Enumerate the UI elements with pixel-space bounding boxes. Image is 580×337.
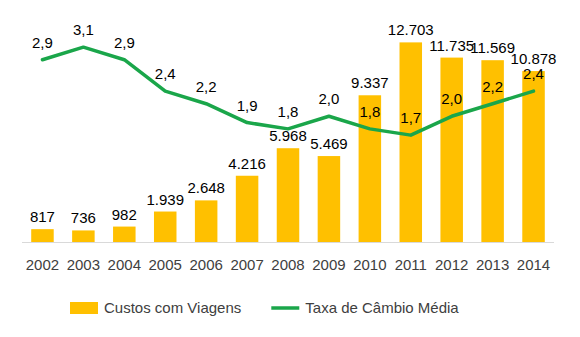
bar — [400, 42, 423, 242]
bar-label: 12.703 — [388, 21, 434, 38]
x-tick-label: 2002 — [26, 256, 59, 273]
marks — [31, 42, 545, 242]
x-tick-label: 2006 — [189, 256, 222, 273]
legend-swatch — [271, 306, 299, 310]
bar — [440, 58, 463, 242]
line-label: 1,7 — [400, 109, 421, 126]
x-tick-label: 2010 — [353, 256, 386, 273]
x-tick-label: 2012 — [435, 256, 468, 273]
bar-label: 5.469 — [310, 135, 348, 152]
line-label: 2,0 — [318, 90, 339, 107]
bar-label: 982 — [112, 206, 137, 223]
line-label: 2,0 — [441, 90, 462, 107]
line — [42, 47, 533, 135]
bar — [72, 230, 95, 242]
legend-label: Taxa de Câmbio Média — [305, 299, 459, 316]
line-label: 1,8 — [359, 103, 380, 120]
bar — [359, 95, 382, 242]
bar — [522, 71, 545, 242]
x-tick-label: 2007 — [230, 256, 263, 273]
line-label: 1,8 — [278, 103, 299, 120]
x-axis — [22, 242, 554, 243]
bar-label: 817 — [30, 208, 55, 225]
legend-swatch — [70, 302, 98, 314]
x-tick-label: 2011 — [395, 256, 427, 273]
x-tick-label: 2014 — [517, 256, 550, 273]
x-tick-label: 2008 — [271, 256, 304, 273]
line-label: 3,1 — [73, 21, 94, 38]
x-tick-label: 2009 — [312, 256, 345, 273]
bar — [318, 156, 341, 242]
legend-label: Custos com Viagens — [104, 299, 241, 316]
bar — [195, 200, 218, 242]
bar-label: 11.735 — [429, 37, 474, 54]
line-label: 2,4 — [155, 65, 176, 82]
x-tick-label: 2005 — [149, 256, 182, 273]
bar — [481, 60, 504, 242]
data-labels: 817 736 982 1.9392.6484.2165.9685.469 9.337 1… — [30, 21, 557, 226]
bar — [154, 212, 177, 242]
line-label: 2,2 — [482, 78, 503, 95]
bar-label: 4.216 — [228, 155, 266, 172]
line-label: 2,9 — [114, 34, 135, 51]
line-label: 1,9 — [237, 97, 258, 114]
bar-label: 5.968 — [269, 127, 307, 144]
bar-label: 11.569 — [470, 39, 515, 56]
bar-label: 1.939 — [146, 191, 184, 208]
x-tick-label: 2003 — [67, 256, 100, 273]
bar-label: 736 — [71, 209, 96, 226]
bar — [31, 229, 54, 242]
bar-label: 2.648 — [187, 179, 225, 196]
bar-label: 9.337 — [351, 74, 389, 91]
bar — [113, 227, 136, 242]
bar — [236, 176, 259, 242]
line-label: 2,9 — [32, 34, 53, 51]
line-label: 2,4 — [523, 65, 544, 82]
line-label: 2,2 — [196, 78, 217, 95]
x-tick-label: 2013 — [476, 256, 509, 273]
legend: Custos com Viagens Taxa de Câmbio Média — [70, 299, 459, 316]
chart: 817 736 982 1.9392.6484.2165.9685.469 9.337 1… — [0, 0, 580, 337]
bar — [277, 148, 300, 242]
x-tick-label: 2004 — [108, 256, 141, 273]
